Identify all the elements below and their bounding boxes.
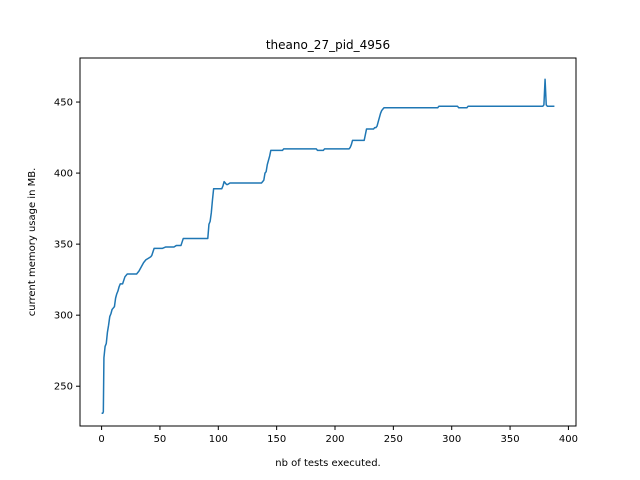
x-tick-label: 100 (209, 434, 228, 445)
plot-area (80, 58, 576, 426)
y-tick-label: 400 (54, 169, 73, 180)
chart-title: theano_27_pid_4956 (266, 38, 390, 52)
y-tick-label: 300 (54, 311, 73, 322)
x-tick-label: 400 (559, 434, 578, 445)
series-line-0 (101, 78, 555, 414)
series-layer (101, 78, 555, 414)
x-tick-label: 300 (442, 434, 461, 445)
y-axis-ticks: 250 300 350 400 450 (54, 98, 80, 393)
y-axis-label: current memory usage in MB. (27, 168, 38, 317)
y-tick-label: 250 (54, 382, 73, 393)
x-axis-ticks: 0 50 100 150 200 250 300 350 400 (98, 426, 578, 445)
plot-frame (79, 57, 577, 427)
y-tick-label: 450 (54, 98, 73, 109)
x-tick-label: 350 (501, 434, 520, 445)
x-tick-label: 200 (325, 434, 344, 445)
x-tick-label: 50 (154, 434, 167, 445)
x-tick-label: 150 (267, 434, 286, 445)
x-axis-label: nb of tests executed. (275, 458, 380, 469)
x-tick-label: 250 (384, 434, 403, 445)
x-tick-label: 0 (98, 434, 104, 445)
y-tick-label: 350 (54, 240, 73, 251)
